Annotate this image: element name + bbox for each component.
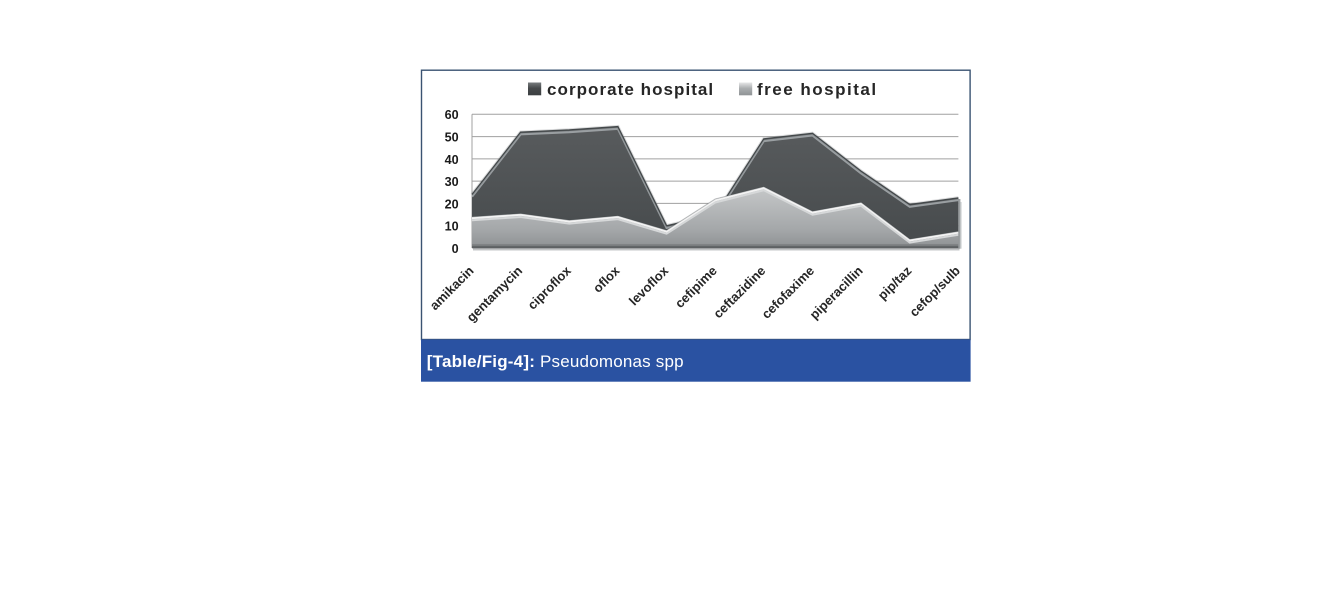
svg-text:50: 50 <box>445 131 459 145</box>
svg-text:20: 20 <box>445 197 459 211</box>
svg-text:levoflox: levoflox <box>626 262 672 308</box>
svg-text:pip/taz: pip/taz <box>875 263 915 303</box>
svg-text:ciproflox: ciproflox <box>524 262 574 312</box>
svg-text:10: 10 <box>445 220 459 234</box>
svg-text:amikacin: amikacin <box>427 263 477 313</box>
svg-text:piperacillin: piperacillin <box>807 263 866 322</box>
svg-text:30: 30 <box>445 175 459 189</box>
svg-text:cefop/sulb: cefop/sulb <box>906 263 963 320</box>
svg-text:[Table/Fig-4]: Pseudomonas spp: [Table/Fig-4]: Pseudomonas spp <box>427 352 684 371</box>
svg-text:40: 40 <box>445 153 459 167</box>
svg-text:oflox: oflox <box>590 262 623 295</box>
svg-text:60: 60 <box>445 108 459 122</box>
svg-text:cefipime: cefipime <box>672 263 720 311</box>
svg-text:0: 0 <box>452 242 459 256</box>
svg-text:corporate hospital: corporate hospital <box>547 80 714 99</box>
svg-text:free hospital: free hospital <box>757 80 878 99</box>
